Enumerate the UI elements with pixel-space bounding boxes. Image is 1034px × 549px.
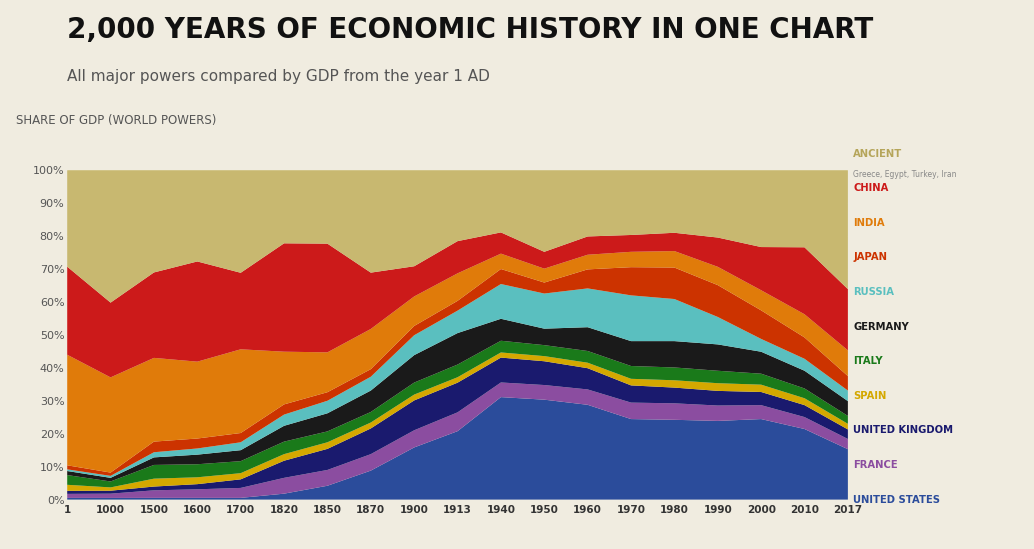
Text: All major powers compared by GDP from the year 1 AD: All major powers compared by GDP from th…	[67, 69, 490, 83]
Text: CHINA: CHINA	[853, 183, 888, 193]
Text: ITALY: ITALY	[853, 356, 883, 366]
Text: SPAIN: SPAIN	[853, 391, 886, 401]
Text: UNITED KINGDOM: UNITED KINGDOM	[853, 425, 953, 435]
Text: 2,000 YEARS OF ECONOMIC HISTORY IN ONE CHART: 2,000 YEARS OF ECONOMIC HISTORY IN ONE C…	[67, 16, 874, 44]
Text: UNITED STATES: UNITED STATES	[853, 495, 940, 505]
Text: RUSSIA: RUSSIA	[853, 287, 894, 297]
Text: FRANCE: FRANCE	[853, 460, 898, 470]
Text: GERMANY: GERMANY	[853, 322, 909, 332]
Text: ANCIENT: ANCIENT	[853, 149, 903, 159]
Text: INDIA: INDIA	[853, 218, 885, 228]
Text: Greece, Egypt, Turkey, Iran: Greece, Egypt, Turkey, Iran	[853, 170, 956, 179]
Text: SHARE OF GDP (WORLD POWERS): SHARE OF GDP (WORLD POWERS)	[17, 114, 217, 127]
Text: JAPAN: JAPAN	[853, 253, 887, 262]
